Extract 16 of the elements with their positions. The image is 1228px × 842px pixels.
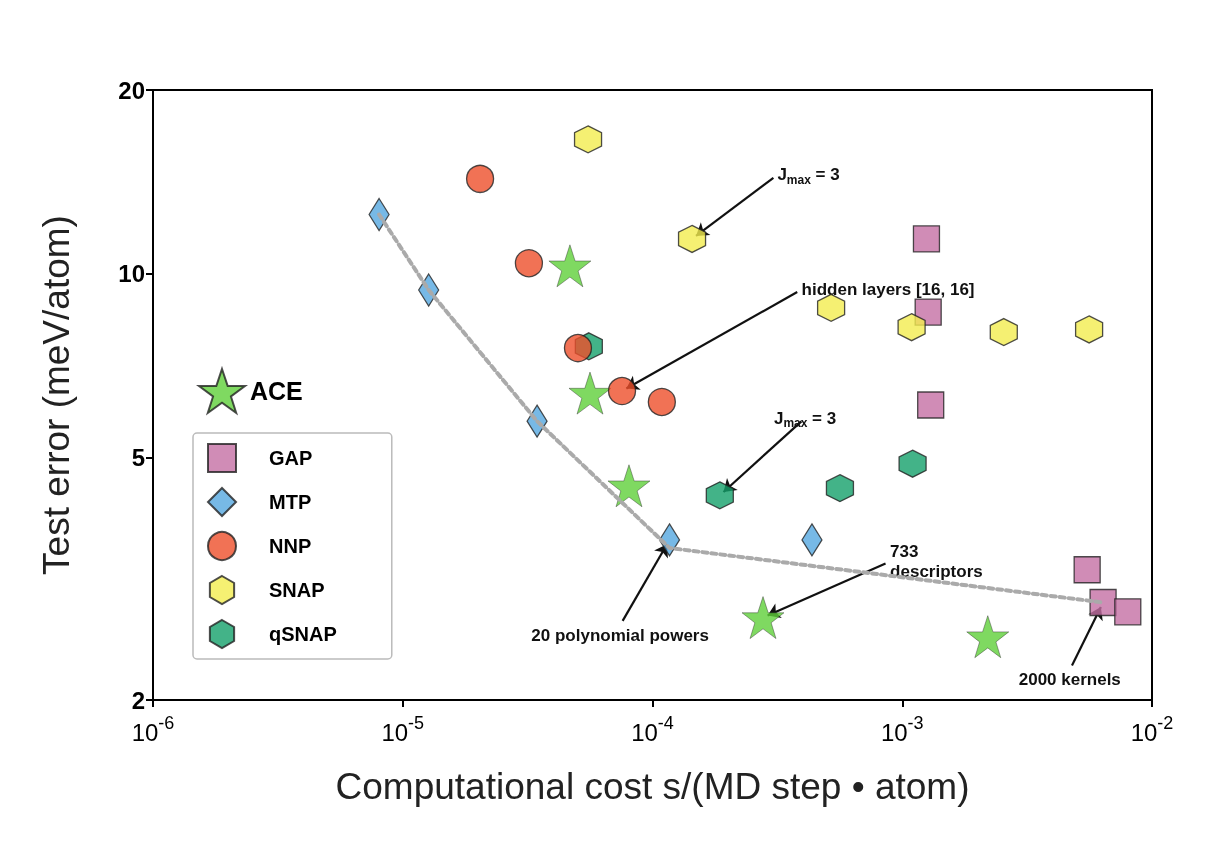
y-tick-label: 10 bbox=[118, 260, 145, 288]
legend-label: MTP bbox=[269, 491, 312, 513]
y-tick-label: 2 bbox=[131, 686, 145, 714]
annotation: 20 polynomial powers bbox=[531, 625, 709, 645]
annotation: 733 descriptors bbox=[890, 542, 983, 582]
annotation: 2000 kernels bbox=[1018, 670, 1121, 690]
legend-label: NNP bbox=[269, 535, 312, 557]
x-axis-title: Computational cost s/(MD step • atom) bbox=[335, 766, 970, 807]
legend-label: GAP bbox=[269, 447, 313, 469]
legend-label: ACE bbox=[250, 376, 303, 405]
annotation: hidden layers [16, 16] bbox=[801, 280, 975, 300]
legend-label: qSNAP bbox=[269, 623, 337, 645]
y-axis-title: Test error (meV/atom) bbox=[36, 215, 77, 575]
legend-label: SNAP bbox=[269, 579, 325, 601]
y-tick-label: 5 bbox=[131, 443, 145, 471]
y-tick-label: 20 bbox=[118, 76, 145, 104]
